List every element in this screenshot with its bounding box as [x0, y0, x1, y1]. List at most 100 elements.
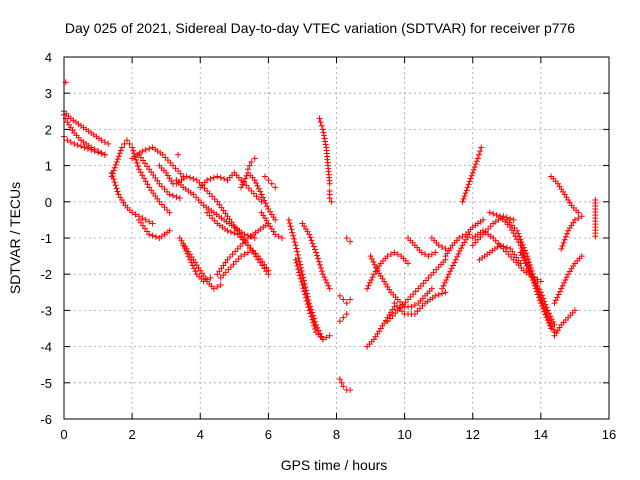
data-marker: [439, 244, 446, 251]
data-marker: [506, 219, 513, 226]
data-marker: [126, 140, 133, 147]
data-point: [272, 216, 279, 223]
data-marker: [295, 266, 302, 273]
data-marker: [454, 253, 461, 260]
data-marker: [527, 264, 534, 271]
data-point: [347, 238, 354, 245]
data-marker: [237, 234, 244, 241]
data-point: [411, 311, 418, 318]
x-tick-label: 12: [466, 427, 480, 442]
data-marker: [175, 168, 182, 175]
data-point: [527, 271, 534, 278]
data-point: [537, 289, 544, 296]
data-marker: [173, 193, 180, 200]
data-marker: [241, 251, 248, 258]
data-point: [326, 332, 333, 339]
data-marker: [261, 197, 268, 204]
data-marker: [303, 297, 310, 304]
series-arc07: [129, 144, 187, 180]
data-point: [391, 300, 398, 307]
data-point: [156, 180, 163, 187]
data-point: [439, 285, 446, 292]
data-marker: [562, 276, 569, 283]
series-arc45: [476, 242, 524, 267]
data-marker: [198, 199, 205, 206]
data-point: [180, 242, 187, 249]
x-tick-label: 16: [602, 427, 616, 442]
data-point: [149, 220, 156, 227]
y-tick-label: -6: [40, 412, 52, 427]
data-point: [347, 387, 354, 394]
data-marker: [253, 179, 260, 186]
data-point: [578, 253, 585, 260]
data-marker: [225, 266, 232, 273]
data-marker: [561, 236, 568, 243]
data-marker: [472, 239, 479, 246]
data-marker: [554, 294, 561, 301]
data-marker: [527, 261, 534, 268]
data-point: [503, 216, 510, 223]
data-point: [268, 180, 275, 187]
data-marker: [307, 234, 314, 241]
data-marker: [130, 147, 137, 154]
data-point: [159, 151, 166, 158]
data-marker: [167, 159, 174, 166]
series-arc35: [367, 253, 435, 310]
data-marker: [298, 278, 305, 285]
data-point: [551, 321, 558, 328]
data-marker: [214, 283, 221, 290]
data-marker: [315, 258, 322, 265]
y-tick-label: 3: [45, 86, 52, 101]
data-marker: [411, 301, 418, 308]
data-marker: [311, 246, 318, 253]
data-marker: [407, 293, 414, 300]
data-marker: [262, 200, 269, 207]
data-point: [238, 184, 245, 191]
data-marker: [290, 235, 297, 242]
data-marker: [304, 301, 311, 308]
data-point: [244, 249, 251, 256]
data-marker: [311, 322, 318, 329]
data-point: [319, 271, 326, 278]
data-marker: [133, 160, 140, 167]
data-marker: [188, 259, 195, 266]
data-marker: [393, 302, 400, 309]
series-arc29: [336, 292, 354, 307]
data-marker: [290, 232, 297, 239]
data-marker: [412, 288, 419, 295]
data-point: [118, 144, 125, 151]
data-point: [238, 177, 245, 184]
data-marker: [235, 255, 242, 262]
data-point: [313, 249, 320, 256]
data-point: [517, 260, 524, 267]
data-marker: [210, 174, 217, 181]
data-marker: [111, 179, 118, 186]
data-point: [113, 158, 120, 165]
data-marker: [550, 326, 557, 333]
data-marker: [116, 150, 123, 157]
y-tick-label: 0: [45, 195, 52, 210]
data-point: [571, 216, 578, 223]
series-arc02: [61, 108, 112, 147]
data-point: [265, 267, 272, 274]
data-marker: [414, 308, 421, 315]
data-marker: [444, 274, 451, 281]
series-arc06: [108, 169, 156, 227]
data-marker: [435, 291, 442, 298]
data-point: [425, 253, 432, 260]
data-marker: [521, 257, 528, 264]
data-marker: [410, 291, 417, 298]
data-point: [204, 187, 211, 194]
data-point: [474, 155, 481, 162]
data-point: [210, 285, 217, 292]
series-arc18: [214, 220, 272, 278]
data-marker: [209, 215, 216, 222]
data-marker: [206, 212, 213, 219]
data-marker: [158, 201, 165, 208]
series-arc39: [428, 235, 449, 252]
y-tick-label: -4: [40, 340, 52, 355]
data-marker: [465, 181, 472, 188]
series-arc43: [469, 213, 517, 249]
